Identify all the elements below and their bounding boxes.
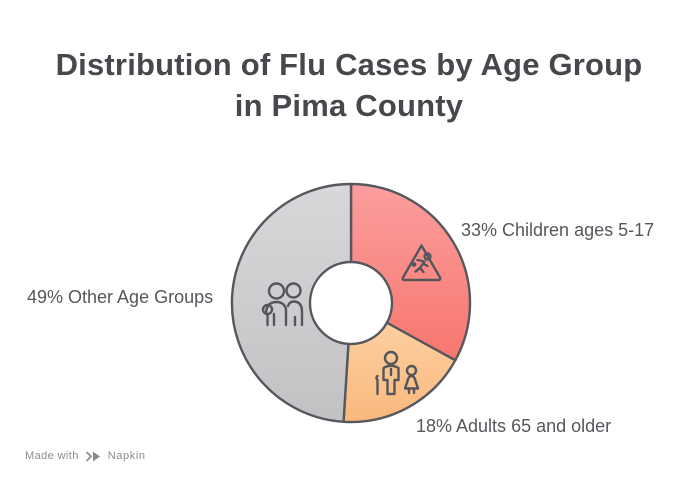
chart-title-line1: Distribution of Flu Cases by Age Group [55, 47, 643, 82]
slice-label-other: 49% Other Age Groups [27, 287, 214, 307]
chart-title: Distribution of Flu Cases by Age Group i… [0, 44, 698, 126]
napkin-watermark[interactable]: Made with Napkin [25, 450, 146, 462]
slice-label-children: 33% Children ages 5-17 [461, 220, 655, 240]
watermark-made-with-text: Made with [25, 450, 79, 462]
people-group-icon [261, 282, 304, 327]
chart-title-line2: in Pima County [234, 88, 464, 123]
elderly-couple-icon [375, 350, 420, 396]
donut-slices [230, 182, 472, 424]
donut-slice-children-ages-5-17[interactable] [349, 182, 472, 362]
children-crossing-warning-icon [401, 244, 442, 282]
slice-label-adults: 18% Adults 65 and older [416, 416, 612, 436]
napkin-logo-icon [85, 451, 100, 461]
watermark-brand-text: Napkin [107, 450, 146, 462]
